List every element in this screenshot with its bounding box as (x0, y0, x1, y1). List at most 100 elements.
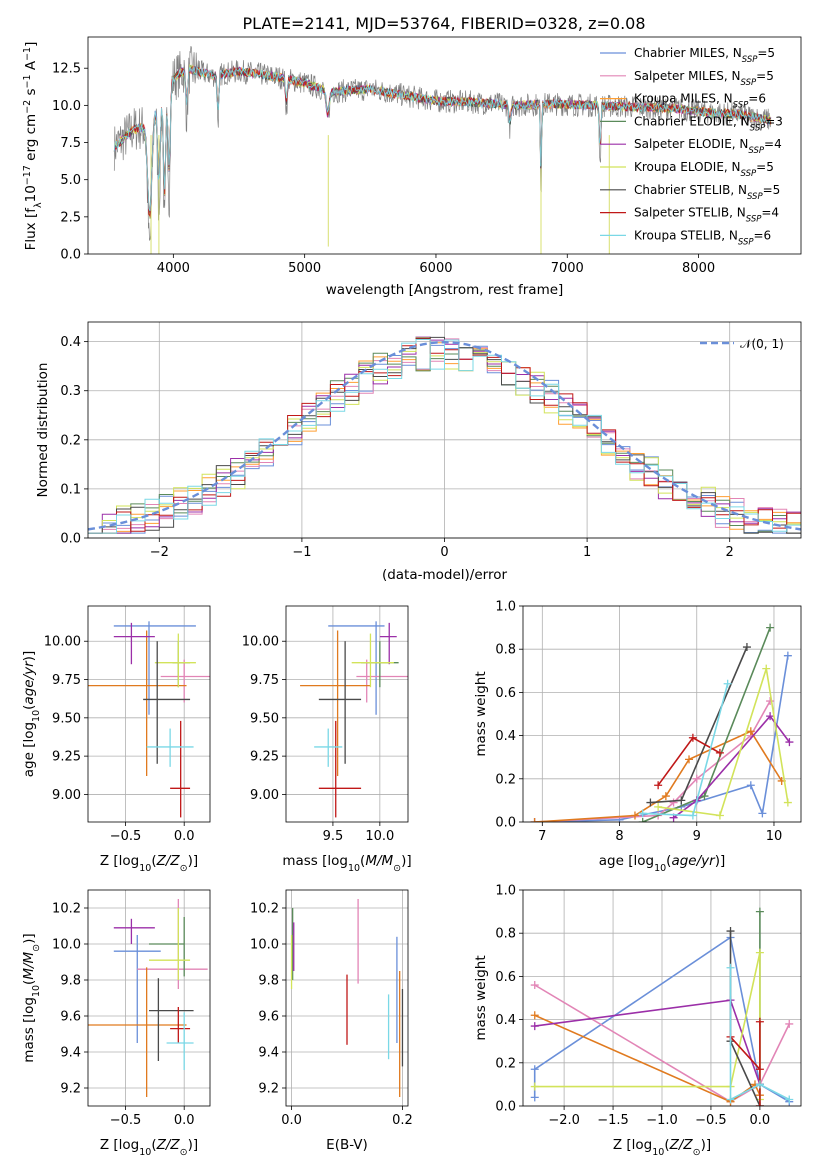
label-part: )] (401, 853, 412, 869)
label-part: E(B-V) (326, 1137, 368, 1153)
mass-weight-vs-z-panel: −2.0 −1.5 −1.0 −0.5 0.0 0.0 0.2 0.4 0.6 0.8 1.0 Z [… (473, 884, 802, 1158)
label-part: ( (666, 853, 671, 869)
label-part: A (23, 60, 39, 74)
label-part: Z/Z (156, 853, 181, 869)
series-line (729, 967, 790, 1101)
label-part: ⊙ (31, 944, 42, 952)
model-fit-kroupa-stelib (113, 66, 772, 212)
series-marker (755, 1102, 764, 1106)
series-marker (785, 1019, 794, 1028)
x-tick-label: 8 (615, 829, 623, 844)
label-part: 10 (652, 1147, 664, 1158)
label-part: Z [log (100, 1137, 139, 1153)
legend-entry: Chabrier ELODIE, NSSP=3 (634, 114, 783, 133)
legend-suffix: =3 (765, 114, 783, 128)
plot-area (290, 899, 404, 1097)
x-tick-label: 7000 (551, 261, 584, 276)
series-marker (630, 811, 639, 820)
y-tick-label: 9.00 (250, 788, 279, 803)
y-tick-label: 9.8 (258, 974, 279, 989)
x-tick-label: 2 (726, 545, 734, 560)
label-part: mass [log (21, 997, 37, 1063)
x-axis-label: Z [log10(Z/Z⊙)] (613, 1137, 711, 1158)
y-tick-label: 9.4 (60, 1046, 81, 1061)
series-marker (766, 712, 775, 721)
legend-entry: Salpeter STELIB, NSSP=4 (634, 206, 779, 225)
legend-entry: Kroupa STELIB, NSSP=6 (634, 228, 771, 247)
y-tick-label: 9.00 (52, 788, 81, 803)
series-marker (677, 796, 686, 805)
series-marker (638, 809, 647, 818)
label-part: ⊙ (180, 1147, 188, 1158)
label-part: Flux [f (23, 207, 39, 251)
series-marker (530, 1011, 539, 1020)
x-tick-label: 9 (693, 829, 701, 844)
series-marker (692, 774, 701, 783)
legend-text: Kroupa MILES, N (634, 92, 733, 106)
y-tick-label: 10.0 (52, 938, 81, 953)
x-tick-label: −1.5 (597, 1113, 629, 1128)
y-axis-label: mass [log10(M/M⊙)] (21, 933, 42, 1062)
y-tick-label: 0.0 (60, 532, 81, 547)
figure-title: PLATE=2141, MJD=53764, FIBERID=0328, z=0… (242, 14, 645, 33)
x-tick-label: −0.5 (110, 829, 142, 844)
y-tick-label: 0.8 (495, 643, 516, 658)
y-axis-label: mass weight (473, 671, 489, 756)
y-tick-label: 2.5 (60, 210, 81, 225)
series-marker (726, 927, 735, 936)
axes-frame (522, 889, 802, 1107)
label-part: Z [log (100, 853, 139, 869)
legend-suffix: =5 (757, 46, 775, 60)
label-part: )] (188, 1137, 199, 1153)
series-marker (661, 792, 670, 801)
y-tick-label: 1.0 (495, 600, 516, 615)
legend-suffix: =4 (761, 206, 779, 220)
y-tick-label: 0.6 (495, 970, 516, 985)
series-marker (755, 948, 764, 957)
x-tick-label: 1 (583, 545, 591, 560)
label-part: ( (664, 1137, 669, 1153)
plot-area (300, 621, 408, 818)
label-part: ( (21, 980, 37, 985)
series-marker (646, 798, 655, 807)
label-part: 10 (23, 185, 39, 202)
x-tick-label: −2 (150, 545, 169, 560)
legend-text: Kroupa ELODIE, N (634, 160, 741, 174)
series-marker (746, 781, 755, 790)
y-tick-label: 0.8 (495, 927, 516, 942)
label-part: M/M (21, 951, 37, 979)
x-tick-label: 7 (538, 829, 546, 844)
label-part: 10 (348, 863, 360, 874)
legend-suffix: =4 (764, 137, 782, 151)
legend-text: Salpeter STELIB, N (634, 206, 746, 220)
label-part: ] (23, 42, 39, 47)
label-part: ( (151, 853, 156, 869)
series-marker (742, 643, 751, 652)
label-part: 10 (139, 863, 151, 874)
x-tick-label: −2.0 (548, 1113, 580, 1128)
y-axis-label: Flux [fλ10−17 erg cm−2 s−1 A−1] (22, 42, 44, 251)
label-part: 10 (139, 1147, 151, 1158)
series-marker (755, 1065, 764, 1074)
legend-suffix: =5 (756, 160, 774, 174)
series-marker (700, 792, 709, 801)
series-marker (746, 727, 755, 736)
age-vs-mass-panel: 9.5 10.0 9.00 9.25 9.50 9.75 10.00 mass [log10(… (242, 605, 412, 874)
spectrum-panel: 4000 5000 6000 7000 8000 0.0 2.5 5.0 7.5 10.0 12.5… (22, 36, 802, 298)
series-line (534, 999, 761, 1085)
label-part: Z/Z (669, 1137, 694, 1153)
series-line (642, 627, 771, 822)
y-tick-label: 7.5 (60, 136, 81, 151)
legend-text: Salpeter ELODIE, N (634, 137, 748, 151)
y-axis-label: age [log10(age/yr)] (21, 651, 42, 777)
series-line (534, 1014, 761, 1103)
legend-sub: SSP (747, 192, 763, 202)
series-marker (685, 755, 694, 764)
x-axis-label: wavelength [Angstrom, rest frame] (326, 282, 564, 298)
y-tick-label: 9.8 (60, 974, 81, 989)
series-line (534, 984, 791, 1103)
label-part: erg cm (23, 114, 39, 165)
